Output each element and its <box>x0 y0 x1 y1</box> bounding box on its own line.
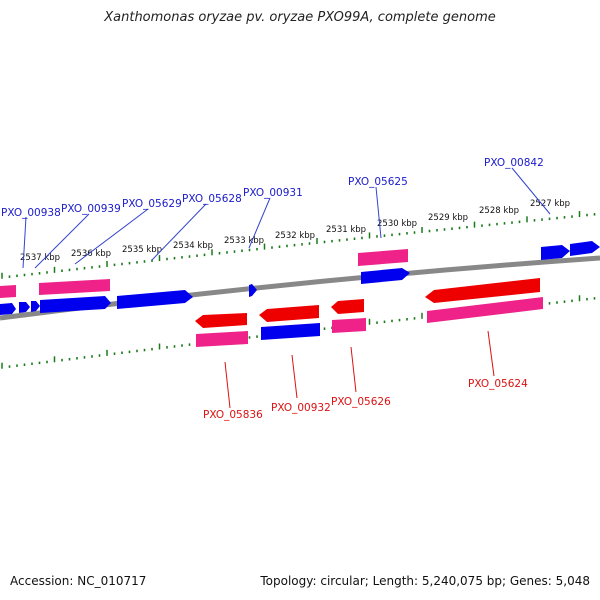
gene-label-reverse[interactable]: PXO_00932 <box>271 402 331 414</box>
outer-tick-ring <box>1 211 596 279</box>
reverse-gene-feature[interactable] <box>196 331 248 347</box>
callout-line <box>375 186 382 239</box>
forward-cds-feature[interactable] <box>117 290 193 309</box>
reverse-cds-feature[interactable] <box>259 305 319 322</box>
scale-label: 2536 kbp <box>71 249 111 259</box>
scale-label: 2528 kbp <box>479 206 519 216</box>
feature-track <box>0 241 600 347</box>
forward-cds-feature[interactable] <box>31 301 40 312</box>
gene-label-forward[interactable]: PXO_05629 <box>122 198 182 210</box>
scale-label: 2529 kbp <box>428 213 468 223</box>
scale-label: 2532 kbp <box>275 231 315 241</box>
gene-label-forward[interactable]: PXO_05628 <box>182 193 242 205</box>
scale-label: 2530 kbp <box>377 219 417 229</box>
callout-line <box>248 197 271 249</box>
callout-line <box>487 330 495 377</box>
forward-cds-feature[interactable] <box>541 245 570 260</box>
forward-gene-feature[interactable] <box>0 285 16 298</box>
forward-cds-feature[interactable] <box>249 284 257 297</box>
scale-label: 2527 kbp <box>530 199 570 209</box>
reverse-cds-feature[interactable] <box>425 278 540 303</box>
scale-label: 2535 kbp <box>122 245 162 255</box>
topology-text: Topology: circular; Length: 5,240,075 bp… <box>260 574 590 588</box>
callout-line <box>511 167 551 215</box>
callout-line <box>224 361 231 409</box>
gene-label-reverse[interactable]: PXO_05624 <box>468 378 528 390</box>
scale-label: 2537 kbp <box>20 253 60 263</box>
reverse-gene-feature[interactable] <box>427 297 543 323</box>
forward-cds-feature[interactable] <box>261 323 320 340</box>
callout-line <box>151 203 207 261</box>
scale-label: 2534 kbp <box>173 241 213 251</box>
callout-line <box>350 346 357 393</box>
gene-label-forward[interactable]: PXO_00931 <box>243 187 303 199</box>
callout-line <box>291 354 298 399</box>
scale-labels: 2537 kbp 2536 kbp 2535 kbp 2534 kbp 2533… <box>20 199 570 263</box>
gene-label-reverse[interactable]: PXO_05626 <box>331 396 391 408</box>
map-title: Xanthomonas oryzae pv. oryzae PXO99A, co… <box>104 10 496 25</box>
reverse-gene-feature[interactable] <box>332 318 366 333</box>
forward-cds-feature[interactable] <box>570 241 600 256</box>
scale-label: 2531 kbp <box>326 225 366 235</box>
gene-label-reverse[interactable]: PXO_05836 <box>203 409 263 421</box>
forward-cds-feature[interactable] <box>19 302 30 313</box>
gene-callouts: PXO_00938 PXO_00939 PXO_05629 PXO_05628 … <box>1 157 551 421</box>
forward-gene-feature[interactable] <box>39 279 110 295</box>
scale-label: 2533 kbp <box>224 236 264 246</box>
gene-label-forward[interactable]: PXO_05625 <box>348 176 408 188</box>
reverse-cds-feature[interactable] <box>331 299 364 314</box>
forward-cds-feature[interactable] <box>40 296 111 313</box>
gene-label-forward[interactable]: PXO_00842 <box>484 157 544 169</box>
forward-cds-feature[interactable] <box>0 303 16 315</box>
accession-text: Accession: NC_010717 <box>10 574 147 588</box>
forward-cds-feature[interactable] <box>361 268 410 284</box>
reverse-cds-feature[interactable] <box>195 313 247 328</box>
callout-line <box>74 208 149 265</box>
callout-line <box>34 213 90 269</box>
callout-line <box>22 216 27 269</box>
gene-label-forward[interactable]: PXO_00938 <box>1 207 61 219</box>
forward-gene-feature[interactable] <box>358 249 408 266</box>
gene-label-forward[interactable]: PXO_00939 <box>61 203 121 215</box>
